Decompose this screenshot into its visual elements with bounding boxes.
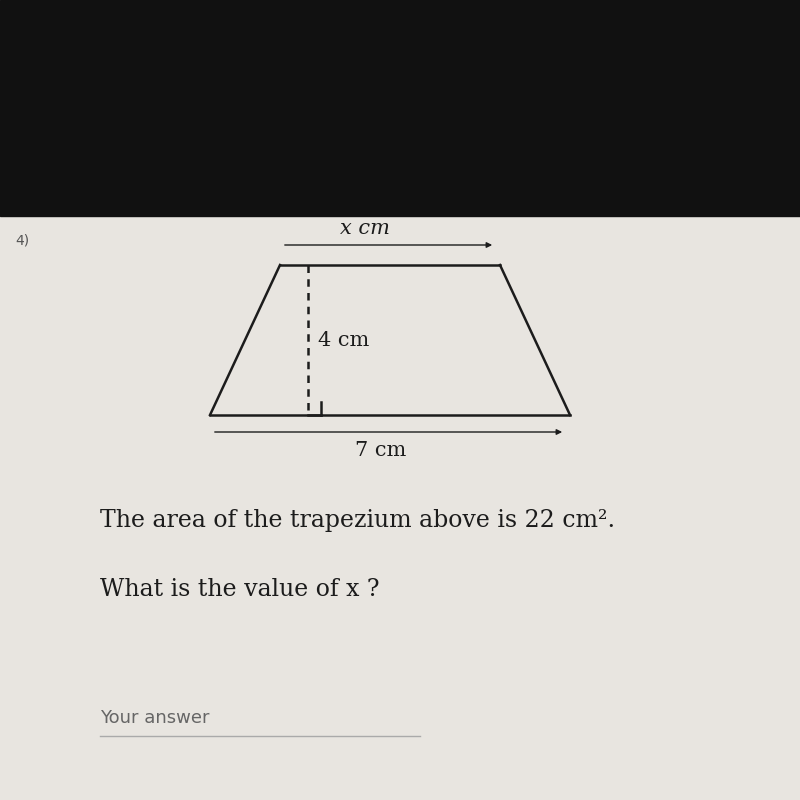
- Text: The area of the trapezium above is 22 cm².: The area of the trapezium above is 22 cm…: [100, 509, 615, 531]
- Text: Your answer: Your answer: [100, 709, 210, 727]
- Text: What is the value of ⁣x ?: What is the value of ⁣x ?: [100, 578, 379, 602]
- Text: 4 cm: 4 cm: [318, 330, 370, 350]
- Bar: [0, 0, 800, 216]
- Text: 4): 4): [15, 234, 29, 248]
- Text: 7 cm: 7 cm: [355, 441, 406, 459]
- Text: x cm: x cm: [340, 218, 390, 238]
